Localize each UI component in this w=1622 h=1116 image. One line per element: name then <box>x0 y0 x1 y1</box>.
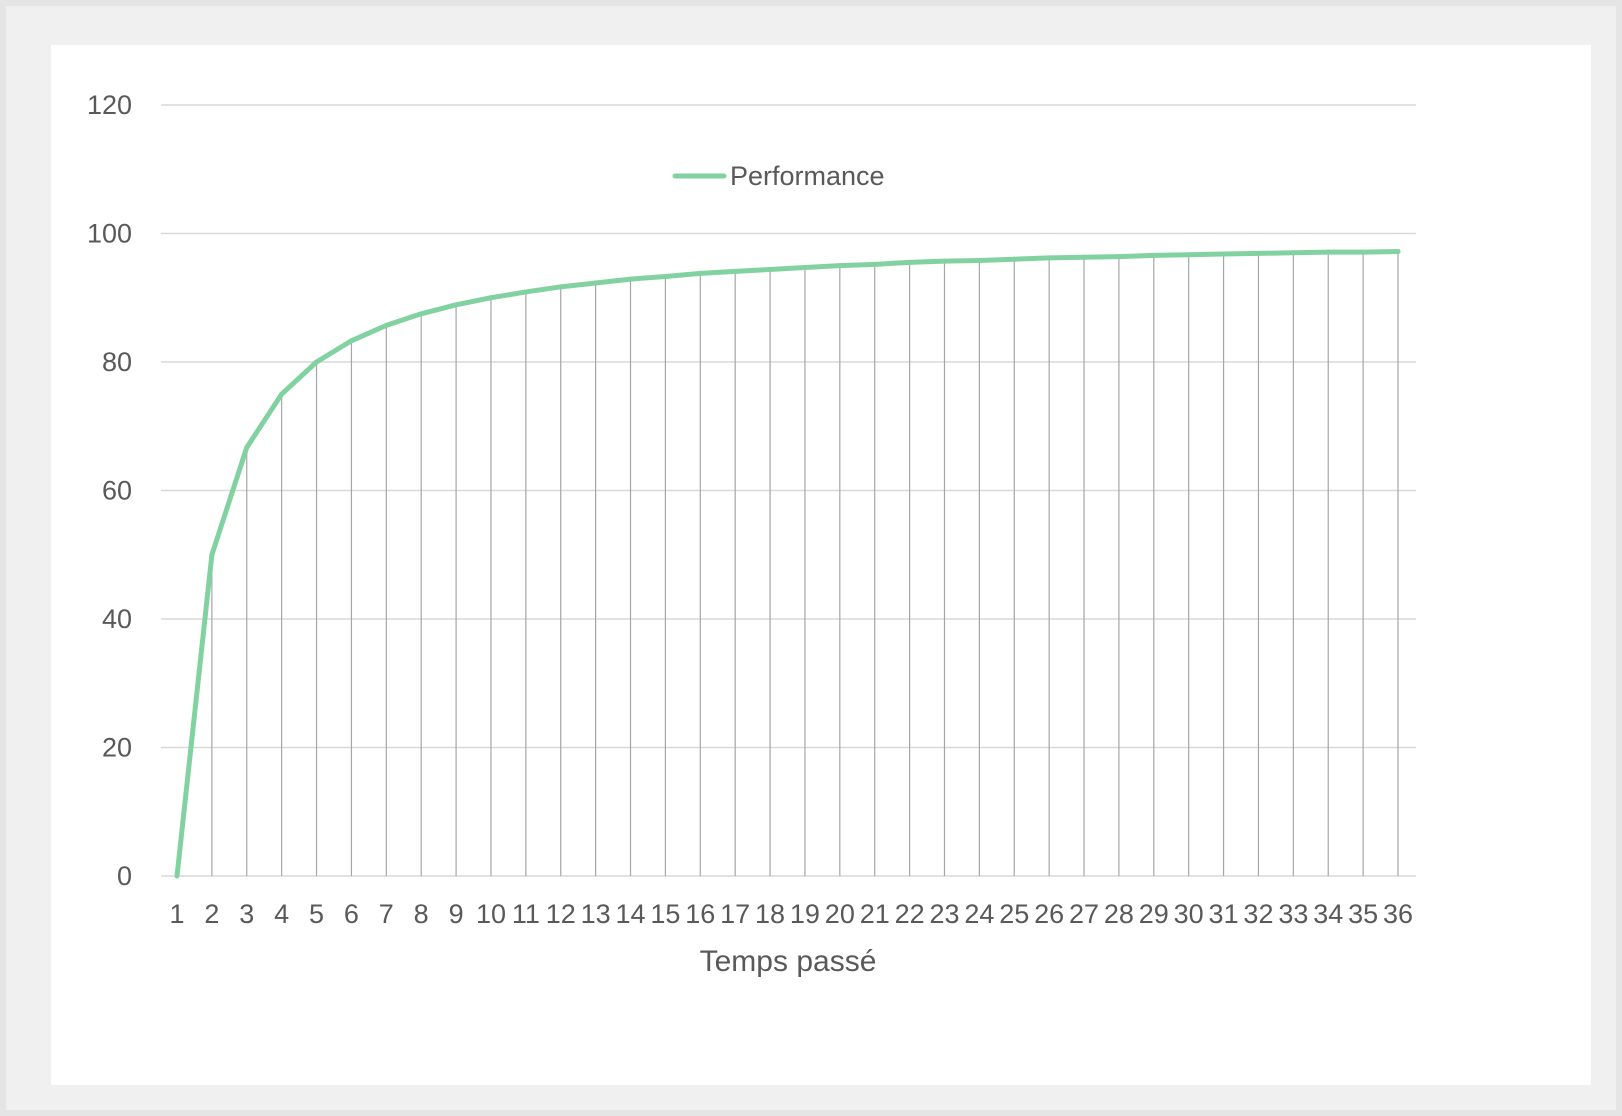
data-point <box>279 391 285 397</box>
data-point <box>593 280 599 286</box>
y-tick-label: 120 <box>87 90 132 120</box>
data-point <box>348 338 354 344</box>
data-point <box>872 261 878 267</box>
x-tick-label: 22 <box>895 899 925 929</box>
series-layer <box>174 248 1401 879</box>
gridlines <box>161 104 1416 877</box>
x-tick-label: 33 <box>1278 899 1308 929</box>
x-tick-label: 27 <box>1069 899 1099 929</box>
x-tick-label: 4 <box>274 899 289 929</box>
x-tick-label: 28 <box>1104 899 1134 929</box>
data-point <box>697 270 703 276</box>
data-point <box>244 444 250 450</box>
data-point <box>662 274 668 280</box>
x-tick-label: 12 <box>546 899 576 929</box>
y-tick-label: 0 <box>117 861 132 891</box>
data-point <box>1151 252 1157 258</box>
data-point <box>628 276 634 282</box>
series-line-performance <box>174 248 1401 879</box>
x-tick-label: 10 <box>476 899 506 929</box>
x-tick-label: 36 <box>1383 899 1413 929</box>
chart-area: 0 20 40 60 80 100 120 1 2 3 4 5 6 7 8 9 10 11 12 13 14 15 16 1… <box>51 45 1591 1085</box>
x-tick-label: 20 <box>825 899 855 929</box>
x-tick-label: 30 <box>1174 899 1204 929</box>
y-tick-label: 40 <box>102 604 132 634</box>
data-point <box>1046 255 1052 261</box>
x-tick-label: 14 <box>615 899 645 929</box>
data-point <box>1395 248 1401 254</box>
x-tick-label: 1 <box>169 899 184 929</box>
data-point <box>767 266 773 272</box>
x-tick-label: 35 <box>1348 899 1378 929</box>
x-tick-label: 32 <box>1243 899 1273 929</box>
x-tick-label: 8 <box>414 899 429 929</box>
x-tick-label: 26 <box>1034 899 1064 929</box>
data-point <box>1116 254 1122 260</box>
x-tick-label: 5 <box>309 899 324 929</box>
data-point <box>907 259 913 265</box>
data-point <box>1221 251 1227 257</box>
data-point <box>418 311 424 317</box>
x-tick-label: 7 <box>379 899 394 929</box>
legend: Performance <box>672 161 885 191</box>
x-tick-label: 29 <box>1139 899 1169 929</box>
x-tick-label: 19 <box>790 899 820 929</box>
legend-label: Performance <box>730 161 885 191</box>
data-point <box>453 302 459 308</box>
x-axis-ticks: 1 2 3 4 5 6 7 8 9 10 11 12 13 14 15 16 17 18 19 20 21 22 23 24 2… <box>169 899 1413 929</box>
x-tick-label: 23 <box>929 899 959 929</box>
data-point <box>1011 256 1017 262</box>
data-point <box>1290 250 1296 256</box>
data-point <box>1360 249 1366 255</box>
data-point <box>1255 250 1261 256</box>
x-tick-label: 21 <box>860 899 890 929</box>
x-tick-label: 16 <box>685 899 715 929</box>
x-tick-label: 3 <box>239 899 254 929</box>
data-point <box>314 359 320 365</box>
data-point <box>837 263 843 269</box>
data-point <box>488 295 494 301</box>
x-tick-label: 13 <box>581 899 611 929</box>
y-tick-label: 20 <box>102 733 132 763</box>
x-tick-label: 11 <box>512 899 540 929</box>
y-tick-label: 60 <box>102 476 132 506</box>
x-tick-label: 2 <box>204 899 219 929</box>
x-tick-label: 6 <box>344 899 359 929</box>
y-tick-label: 80 <box>102 347 132 377</box>
x-tick-label: 31 <box>1209 899 1239 929</box>
data-point <box>174 873 180 879</box>
x-tick-label: 9 <box>449 899 464 929</box>
data-point <box>558 284 564 290</box>
data-point <box>1081 254 1087 260</box>
data-point <box>802 265 808 271</box>
data-point <box>1186 252 1192 258</box>
data-point <box>209 552 215 558</box>
y-axis-ticks: 0 20 40 60 80 100 120 <box>87 90 132 891</box>
data-point <box>383 322 389 328</box>
data-point <box>976 257 982 263</box>
data-point <box>523 289 529 295</box>
x-tick-label: 25 <box>999 899 1029 929</box>
x-tick-label: 34 <box>1313 899 1343 929</box>
drop-lines <box>211 251 1399 876</box>
x-axis-label: Temps passé <box>700 945 877 978</box>
data-point <box>732 268 738 274</box>
data-point <box>1325 249 1331 255</box>
x-tick-label: 18 <box>755 899 785 929</box>
x-tick-label: 24 <box>964 899 994 929</box>
x-tick-label: 15 <box>650 899 680 929</box>
y-tick-label: 100 <box>87 219 132 249</box>
x-tick-label: 17 <box>720 899 750 929</box>
data-point <box>941 258 947 264</box>
